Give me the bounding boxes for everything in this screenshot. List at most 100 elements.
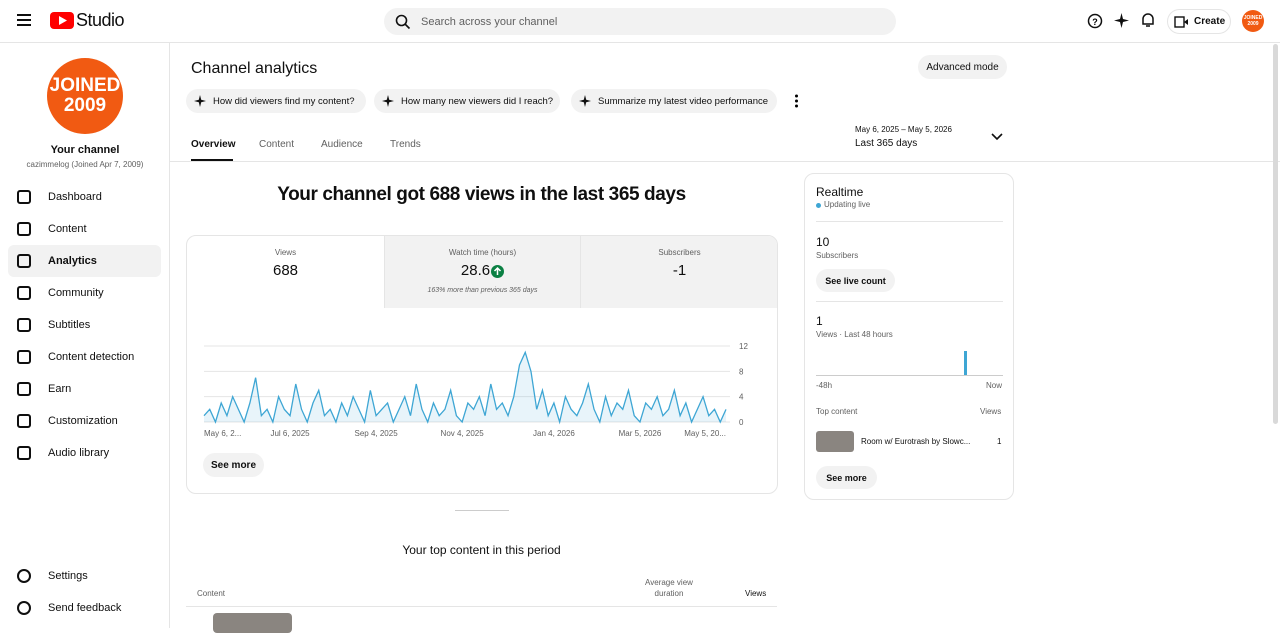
divider — [816, 301, 1003, 302]
y-tick-label: 0 — [739, 418, 744, 427]
date-label[interactable]: Last 365 days — [855, 138, 918, 149]
y-tick-label: 4 — [739, 393, 744, 402]
header: Studio Search across your channel ? Crea… — [0, 0, 1280, 43]
prompt-label[interactable]: How did viewers find my content? — [213, 95, 355, 107]
prompt-chip[interactable]: How did viewers find my content? — [186, 89, 366, 113]
dropdown-icon[interactable] — [991, 133, 1003, 141]
nav-item[interactable]: Analytics — [8, 245, 161, 277]
tab[interactable]: Overview — [191, 139, 236, 150]
nav-icon — [17, 318, 31, 332]
search-box[interactable]: Search across your channel — [384, 8, 896, 35]
logo-icon[interactable] — [50, 12, 74, 29]
channel-avatar[interactable]: JOINED 2009 — [47, 58, 123, 134]
page-title: Channel analytics — [191, 60, 318, 77]
video-title[interactable]: Room w/ Eurotrash by Slowc... — [861, 437, 971, 446]
tab[interactable]: Content — [259, 139, 295, 150]
tab-indicator — [191, 159, 233, 161]
see-more-button[interactable]: See more — [203, 453, 264, 477]
metric-label: Views — [274, 248, 297, 257]
channel-title: Your channel — [50, 144, 120, 156]
views-count: 1 — [816, 314, 823, 328]
nav-icon — [17, 569, 31, 583]
nav-item[interactable]: Subtitles — [8, 309, 161, 341]
nav-item[interactable]: Content — [8, 213, 161, 245]
see-more-button[interactable]: See more — [816, 466, 877, 489]
help-icon[interactable]: ? — [1087, 13, 1103, 29]
nav-item[interactable]: Send feedback — [8, 592, 161, 624]
spark-shape — [579, 95, 591, 107]
account-avatar[interactable]: JOINED 2009 — [1242, 10, 1264, 32]
y-tick-label: 8 — [739, 367, 744, 376]
nav-item[interactable]: Dashboard — [8, 181, 161, 213]
sidebar: JOINED 2009 Your channel cazimmelog (Join… — [0, 43, 170, 628]
views-header: Views — [980, 407, 1002, 416]
nav-label[interactable]: Settings — [48, 570, 88, 582]
divider — [816, 221, 1003, 222]
table-header: Views — [745, 589, 767, 598]
search-placeholder: Search across your channel — [421, 16, 558, 28]
metric-tab[interactable]: Watch time (hours) 28.6 163% more than pre… — [384, 236, 581, 308]
logo-text[interactable]: Studio — [76, 10, 125, 30]
nav-label[interactable]: Dashboard — [48, 191, 102, 203]
metric-label: Subscribers — [658, 248, 701, 257]
top-content-title: Your top content in this period — [402, 543, 561, 557]
x-tick-label: Jan 4, 2026 — [533, 429, 575, 438]
nav-icon — [17, 382, 31, 396]
video-views: 1 — [997, 437, 1002, 446]
nav-item[interactable]: Audio library — [8, 437, 161, 469]
nav-label[interactable]: Community — [48, 287, 104, 299]
create-label[interactable]: Create — [1194, 16, 1226, 27]
channel-subtitle: cazimmelog (Joined Apr 7, 2009) — [26, 160, 144, 169]
svg-text:?: ? — [1092, 17, 1098, 27]
bell-icon[interactable] — [1141, 12, 1155, 28]
video-thumbnail[interactable] — [816, 431, 854, 452]
nav-label[interactable]: Subtitles — [48, 319, 91, 331]
x-tick-label: Jul 6, 2025 — [270, 429, 310, 438]
nav-label[interactable]: Content detection — [48, 351, 135, 363]
spark-shape — [382, 95, 394, 107]
prompt-chip[interactable]: Summarize my latest video performance — [571, 89, 777, 113]
spark-icon[interactable] — [1114, 13, 1129, 28]
line — [203, 350, 727, 425]
prompt-label[interactable]: Summarize my latest video performance — [598, 95, 769, 107]
avatar-line: JOINED — [49, 75, 121, 96]
prompt-label[interactable]: How many new viewers did I reach? — [401, 95, 554, 107]
nav-label[interactable]: Earn — [48, 383, 72, 395]
nav-item[interactable]: Customization — [8, 405, 161, 437]
table-header: Average view duration — [645, 578, 693, 598]
advanced-mode-button[interactable]: Advanced mode — [918, 55, 1007, 79]
see-live-count-button[interactable]: See live count — [816, 269, 895, 292]
metric-value: -1 — [672, 262, 687, 279]
more-icon[interactable] — [794, 94, 799, 108]
x-tick-label: Sep 4, 2025 — [355, 429, 399, 438]
metric-value: 28.6 — [460, 262, 491, 279]
tab[interactable]: Trends — [390, 139, 421, 150]
tab[interactable]: Audience — [321, 139, 363, 150]
divider — [455, 510, 509, 511]
x-tick-label: May 6, 2... — [204, 429, 241, 438]
nav-item[interactable]: Content detection — [8, 341, 161, 373]
nav-icon — [17, 254, 31, 268]
nav-label[interactable]: Customization — [48, 415, 118, 427]
chart: 0 4 8 12 May 6, 2... Jul 6, 2025 Sep 4, 2025 No… — [203, 342, 748, 438]
nav-icon — [17, 286, 31, 300]
nav-label[interactable]: Analytics — [48, 255, 97, 267]
nav-label[interactable]: Send feedback — [48, 602, 122, 614]
nav-item[interactable]: Settings — [8, 560, 161, 592]
nav-label[interactable]: Audio library — [48, 447, 110, 459]
menu-icon[interactable] — [17, 14, 31, 26]
realtime-card: Realtime Updating live 10 Subscribers Se… — [804, 173, 1014, 500]
nav-label[interactable]: Content — [48, 223, 87, 235]
date-range[interactable]: May 6, 2025 – May 5, 2026 — [855, 125, 952, 134]
nav-item[interactable]: Community — [8, 277, 161, 309]
video-thumbnail[interactable] — [213, 613, 292, 633]
subscriber-label: Subscribers — [816, 251, 859, 260]
metric-tab[interactable]: Views 688 — [187, 236, 384, 308]
nav-item[interactable]: Earn — [8, 373, 161, 405]
metric-tab[interactable]: Subscribers -1 — [581, 236, 777, 308]
y-tick-label: 12 — [739, 342, 748, 351]
up-arrow — [493, 266, 502, 275]
create-button[interactable]: Create — [1167, 9, 1231, 34]
prompt-chip[interactable]: How many new viewers did I reach? — [374, 89, 560, 113]
views-label: Views · Last 48 hours — [816, 330, 893, 339]
